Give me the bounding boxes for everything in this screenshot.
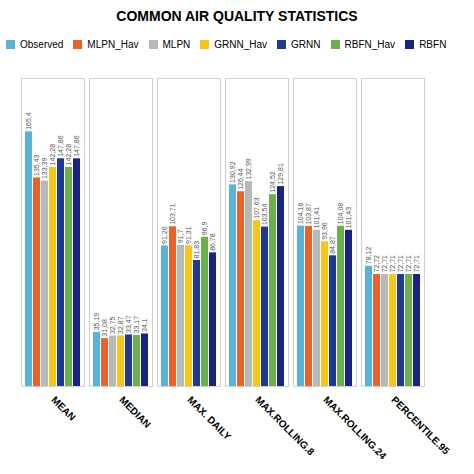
- svg-text:72,72: 72,72: [373, 255, 380, 273]
- svg-text:34,1: 34,1: [141, 318, 148, 332]
- svg-text:124,52: 124,52: [269, 171, 276, 193]
- svg-text:132,99: 132,99: [245, 158, 252, 180]
- svg-text:104,08: 104,08: [337, 203, 344, 225]
- svg-text:72,71: 72,71: [413, 255, 420, 273]
- svg-text:93,96: 93,96: [321, 222, 328, 240]
- html-text:MLPN_Hav: MLPN_Hav: [87, 39, 139, 50]
- svg-text:MEAN: MEAN: [49, 394, 78, 423]
- svg-text:103,54: 103,54: [261, 204, 268, 226]
- svg-text:147,86: 147,86: [73, 135, 80, 157]
- html-text:GRNN: GRNN: [291, 39, 321, 50]
- svg-text:78,12: 78,12: [365, 247, 372, 265]
- svg-text:33,17: 33,17: [133, 316, 140, 334]
- html-text:GRNN_Hav: GRNN_Hav: [214, 39, 268, 50]
- svg-text:107,63: 107,63: [253, 197, 260, 219]
- svg-text:MAX. DAILY: MAX. DAILY: [185, 394, 233, 442]
- html-text:RBFN: RBFN: [419, 39, 447, 50]
- html-text:MLPN: MLPN: [162, 39, 191, 50]
- svg-text:84,87: 84,87: [329, 236, 336, 254]
- svg-text:72,71: 72,71: [397, 255, 404, 273]
- svg-text:33,47: 33,47: [125, 315, 132, 333]
- svg-text:142,28: 142,28: [65, 144, 72, 166]
- svg-text:101,41: 101,41: [313, 207, 320, 229]
- svg-text:72,71: 72,71: [405, 255, 412, 273]
- svg-text:MAX.ROLLING.8: MAX.ROLLING.8: [253, 394, 316, 457]
- svg-text:129,81: 129,81: [277, 163, 284, 185]
- svg-text:91,7: 91,7: [177, 230, 184, 244]
- svg-text:86,78: 86,78: [209, 233, 216, 251]
- svg-text:133,39: 133,39: [41, 158, 48, 180]
- svg-text:72,71: 72,71: [389, 255, 396, 273]
- svg-text:96,9: 96,9: [201, 222, 208, 236]
- svg-text:72,71: 72,71: [381, 255, 388, 273]
- svg-text:101,43: 101,43: [345, 207, 352, 229]
- svg-text:32,87: 32,87: [117, 316, 124, 334]
- svg-text:126,44: 126,44: [237, 168, 244, 190]
- svg-text:32,75: 32,75: [109, 316, 116, 334]
- svg-text:MAX.ROLLING.24: MAX.ROLLING.24: [321, 394, 388, 461]
- svg-text:104,16: 104,16: [297, 203, 304, 225]
- svg-text:165,4: 165,4: [25, 112, 32, 130]
- svg-text:103,87: 103,87: [305, 203, 312, 225]
- html-text:RBFN_Hav: RBFN_Hav: [344, 39, 396, 50]
- svg-text:142,28: 142,28: [49, 144, 56, 166]
- svg-text:91,26: 91,26: [161, 226, 168, 244]
- html-text:COMMON AIR QUALITY STATISTICS: COMMON AIR QUALITY STATISTICS: [116, 8, 358, 24]
- svg-text:103,71: 103,71: [169, 203, 176, 225]
- svg-text:35,19: 35,19: [93, 313, 100, 331]
- svg-text:147,86: 147,86: [57, 135, 64, 157]
- svg-text:130,92: 130,92: [229, 161, 236, 183]
- html-text:Observed: Observed: [20, 39, 64, 50]
- svg-text:81,83: 81,83: [193, 241, 200, 259]
- svg-text:91,31: 91,31: [185, 226, 192, 244]
- svg-text:MEDIAN: MEDIAN: [117, 394, 153, 430]
- svg-text:PERCENTILE.95: PERCENTILE.95: [389, 394, 452, 457]
- svg-text:31,08: 31,08: [101, 319, 108, 337]
- svg-text:135,43: 135,43: [33, 154, 40, 176]
